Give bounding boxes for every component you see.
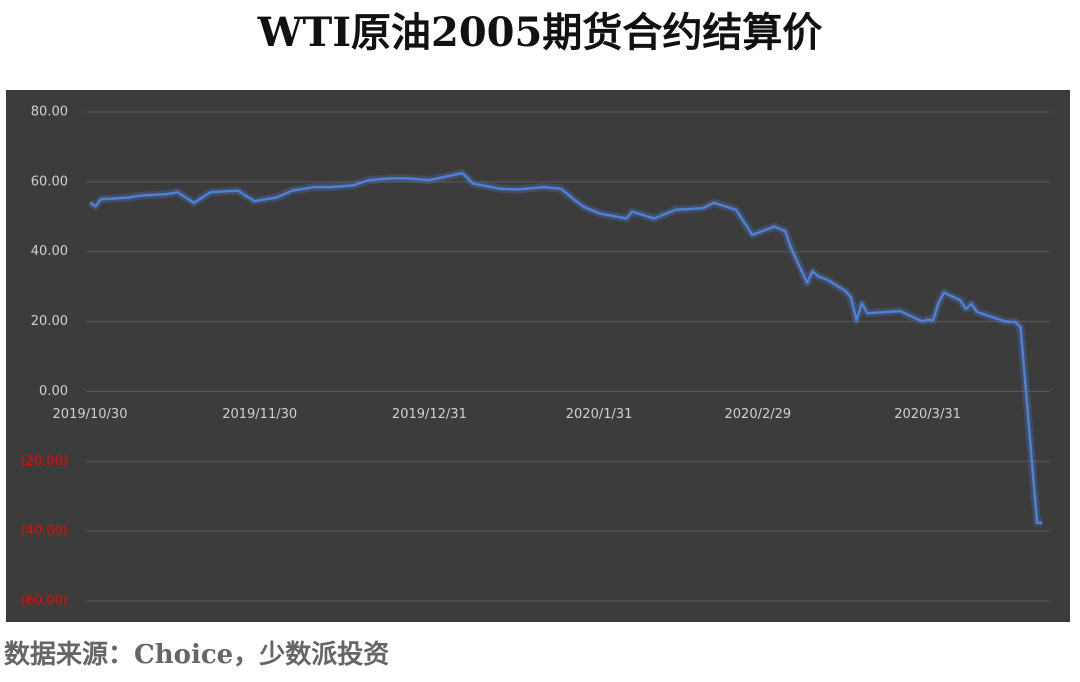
x-tick-label: 2019/12/31 bbox=[392, 407, 467, 422]
x-tick-label: 2019/10/30 bbox=[53, 407, 128, 422]
chart-title: WTI原油2005期货合约结算价 bbox=[257, 9, 823, 56]
x-tick-label: 2019/11/30 bbox=[222, 407, 297, 422]
y-tick-label: 20.00 bbox=[31, 314, 68, 329]
y-tick-label: (20.00) bbox=[21, 454, 68, 469]
x-tick-label: 2020/1/31 bbox=[566, 407, 633, 422]
x-tick-label: 2020/3/31 bbox=[894, 407, 961, 422]
source-note: 数据来源：Choice，少数派投资 bbox=[4, 640, 389, 670]
x-tick-label: 2020/2/29 bbox=[725, 407, 792, 422]
y-tick-label: 40.00 bbox=[31, 244, 68, 259]
y-tick-label: 0.00 bbox=[39, 384, 68, 399]
y-tick-label: 60.00 bbox=[31, 174, 68, 189]
data-line bbox=[89, 171, 1043, 525]
y-tick-label: 80.00 bbox=[31, 105, 68, 120]
plot-background bbox=[6, 90, 1070, 622]
y-tick-label: (60.00) bbox=[21, 594, 68, 609]
y-tick-label: (40.00) bbox=[21, 524, 68, 539]
